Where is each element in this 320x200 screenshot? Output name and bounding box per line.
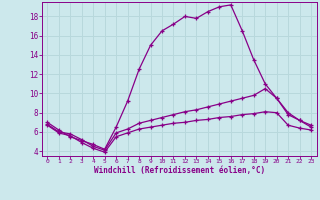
X-axis label: Windchill (Refroidissement éolien,°C): Windchill (Refroidissement éolien,°C) [94, 166, 265, 175]
